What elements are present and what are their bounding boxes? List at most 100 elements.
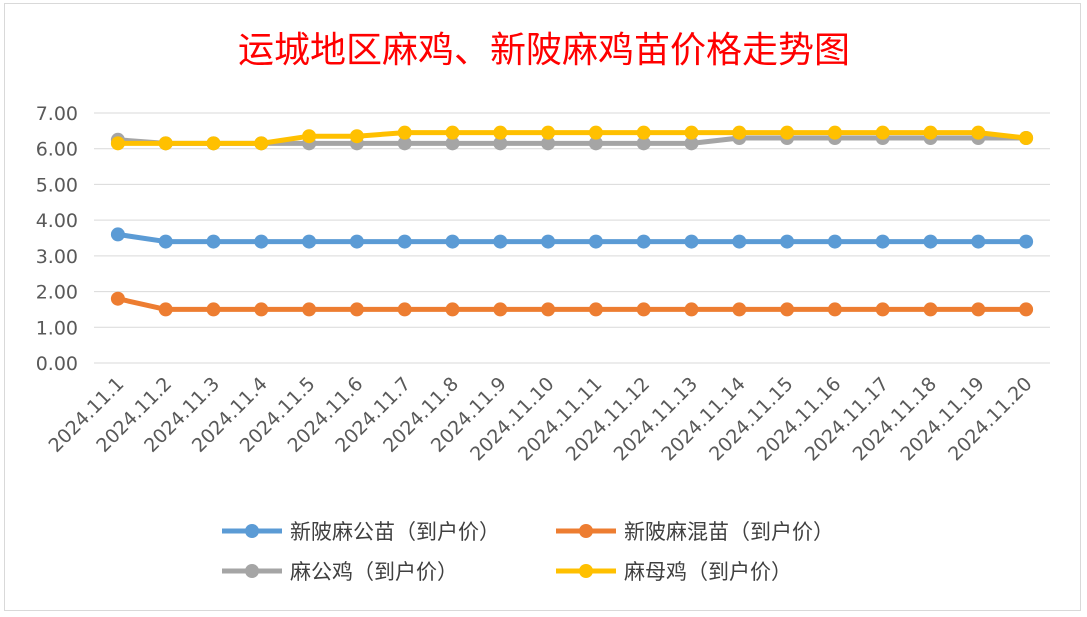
data-point	[588, 136, 603, 151]
data-point	[875, 125, 890, 140]
data-point	[732, 302, 747, 317]
data-point	[588, 234, 603, 249]
data-point	[110, 136, 125, 151]
data-point	[827, 125, 842, 140]
data-point	[254, 136, 269, 151]
data-point	[732, 125, 747, 140]
data-point	[493, 234, 508, 249]
y-tick-label: 4.00	[36, 210, 78, 232]
data-point	[445, 136, 460, 151]
y-tick-label: 3.00	[36, 246, 78, 268]
grid	[94, 112, 1050, 364]
data-point	[875, 234, 890, 249]
data-point	[302, 129, 317, 144]
data-point	[636, 234, 651, 249]
y-axis-ticks: 0.00 1.00 2.00 3.00 4.00 5.00 6.00 7.00	[36, 103, 78, 375]
data-point	[206, 302, 221, 317]
data-point	[254, 234, 269, 249]
legend-marker	[579, 564, 593, 578]
data-point	[349, 302, 364, 317]
series-group	[110, 125, 1034, 317]
data-point	[445, 302, 460, 317]
data-point	[397, 125, 412, 140]
data-point	[588, 302, 603, 317]
data-point	[206, 136, 221, 151]
legend-entry: 麻母鸡（到户价）	[556, 560, 792, 584]
legend-label: 新陂麻混苗（到户价）	[624, 520, 834, 544]
data-point	[780, 302, 795, 317]
data-point	[1019, 131, 1034, 145]
data-point	[397, 234, 412, 249]
data-point	[636, 125, 651, 140]
data-point	[158, 136, 173, 151]
data-point	[397, 302, 412, 317]
data-point	[349, 234, 364, 249]
data-point	[971, 302, 986, 317]
data-point	[923, 125, 938, 140]
y-tick-label: 6.00	[36, 139, 78, 161]
series-line	[115, 296, 1029, 312]
legend-entry: 新陂麻混苗（到户价）	[556, 520, 834, 544]
data-point	[254, 302, 269, 317]
data-point	[302, 302, 317, 317]
legend-marker	[245, 524, 259, 538]
series-0	[110, 227, 1034, 249]
data-point	[827, 234, 842, 249]
data-point	[1019, 302, 1034, 317]
y-tick-label: 0.00	[36, 353, 78, 375]
series-1	[110, 291, 1034, 317]
data-point	[158, 302, 173, 317]
legend-marker	[245, 564, 259, 578]
data-point	[445, 234, 460, 249]
legend-marker	[579, 524, 593, 538]
data-point	[923, 234, 938, 249]
data-point	[971, 234, 986, 249]
data-point	[684, 234, 699, 249]
y-tick-label: 1.00	[36, 317, 78, 339]
data-point	[684, 136, 699, 151]
data-point	[588, 125, 603, 140]
data-point	[780, 234, 795, 249]
data-point	[636, 136, 651, 151]
data-point	[827, 302, 842, 317]
data-point	[875, 302, 890, 317]
legend-label: 麻公鸡（到户价）	[290, 560, 458, 584]
data-point	[493, 136, 508, 151]
legend-label: 麻母鸡（到户价）	[624, 560, 792, 584]
data-point	[923, 302, 938, 317]
chart-title: 运城地区麻鸡、新陂麻鸡苗价格走势图	[238, 30, 850, 71]
data-point	[302, 234, 317, 249]
data-point	[397, 136, 412, 151]
series-line	[115, 231, 1029, 245]
series-3	[110, 125, 1034, 151]
data-point	[541, 125, 556, 140]
legend-entry: 新陂麻公苗（到户价）	[222, 520, 500, 544]
data-point	[493, 125, 508, 140]
data-point	[541, 302, 556, 317]
x-axis-ticks: 2024.11.12024.11.22024.11.32024.11.42024…	[44, 373, 1036, 465]
data-point	[971, 125, 986, 140]
data-point	[541, 136, 556, 151]
data-point	[110, 291, 125, 306]
data-point	[1019, 234, 1034, 249]
data-point	[780, 125, 795, 140]
data-point	[206, 234, 221, 249]
y-tick-label: 2.00	[36, 282, 78, 304]
series-line	[115, 130, 1029, 146]
data-point	[684, 125, 699, 140]
data-point	[110, 227, 125, 242]
data-point	[445, 125, 460, 140]
data-point	[732, 234, 747, 249]
legend-label: 新陂麻公苗（到户价）	[290, 520, 500, 544]
legend: 新陂麻公苗（到户价） 新陂麻混苗（到户价） 麻公鸡（到户价） 麻母鸡（到户价）	[222, 520, 834, 584]
legend-entry: 麻公鸡（到户价）	[222, 560, 458, 584]
data-point	[158, 234, 173, 249]
y-tick-label: 5.00	[36, 174, 78, 196]
y-tick-label: 7.00	[36, 103, 78, 125]
data-point	[349, 129, 364, 144]
data-point	[493, 302, 508, 317]
data-point	[636, 302, 651, 317]
data-point	[684, 302, 699, 317]
data-point	[541, 234, 556, 249]
